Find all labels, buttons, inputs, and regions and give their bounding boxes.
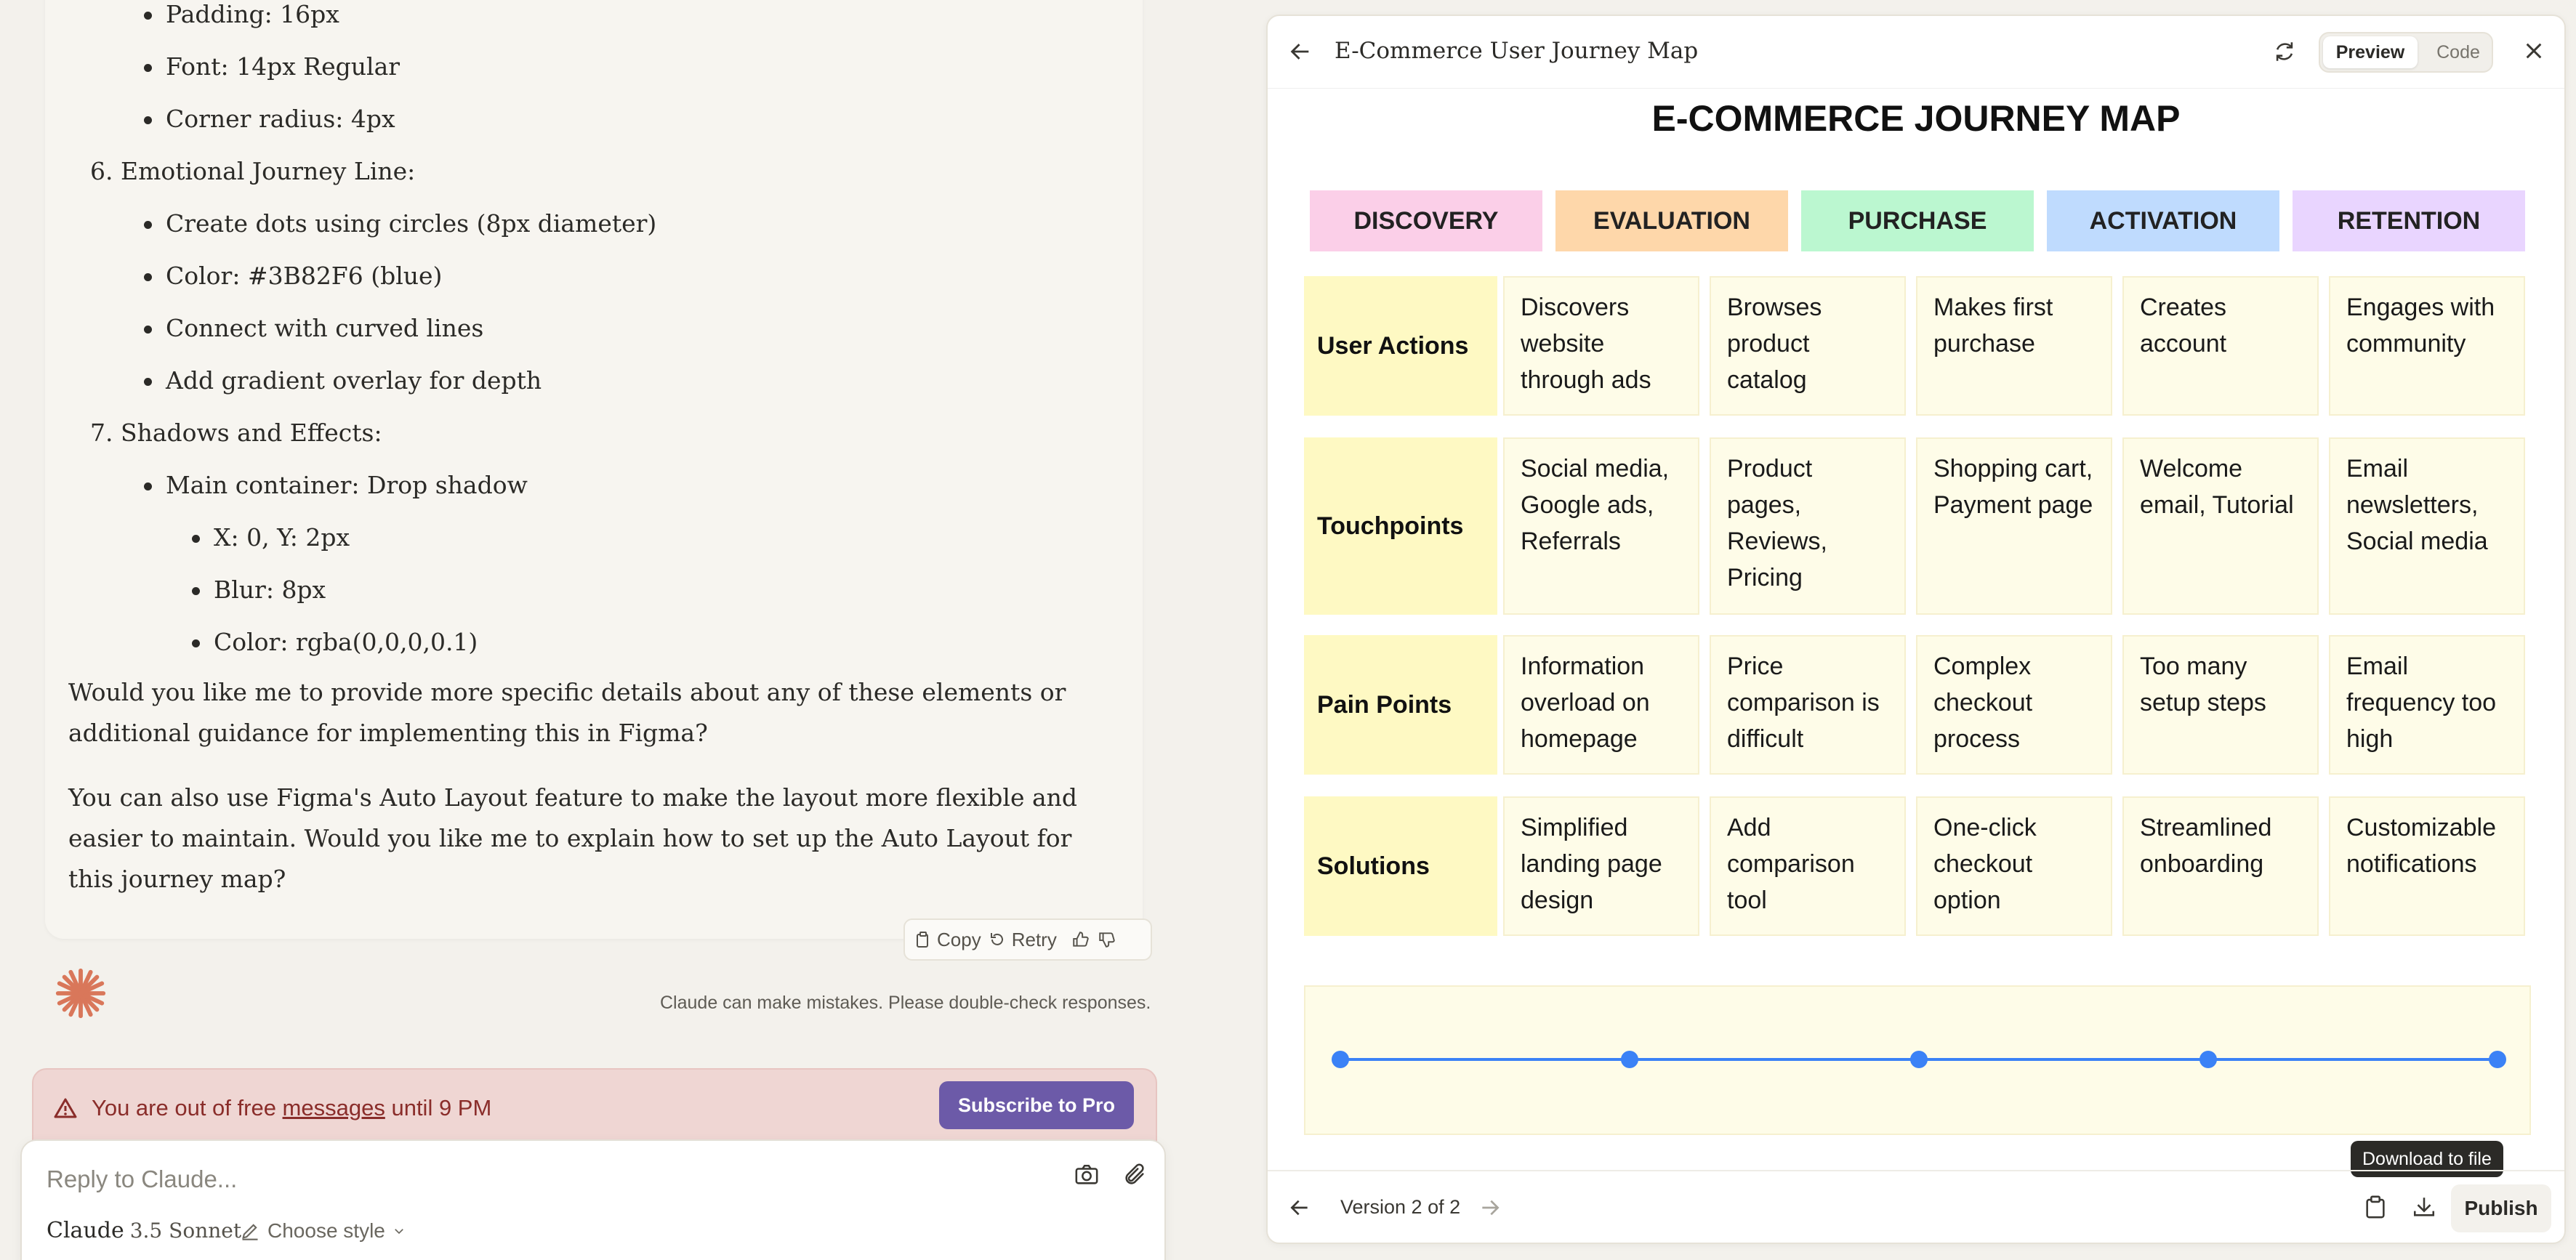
journey-cell: Creates account xyxy=(2122,276,2319,416)
composer: Reply to Claude... Claude 3.5 Sonnet Choo… xyxy=(20,1139,1166,1260)
previous-version-icon[interactable] xyxy=(1288,1196,1311,1219)
list-item: Connect with curved lines xyxy=(143,314,484,342)
row-label: User Actions xyxy=(1304,276,1497,416)
thumbs-up-icon[interactable] xyxy=(1071,930,1090,949)
journey-dot xyxy=(2489,1051,2506,1068)
journey-cell: Email frequency too high xyxy=(2329,635,2525,775)
journey-cell: Customizable notifications xyxy=(2329,796,2525,936)
camera-icon[interactable] xyxy=(1074,1163,1099,1187)
clipboard-icon[interactable] xyxy=(2364,1195,2387,1219)
retry-label: Retry xyxy=(1011,928,1057,950)
list-item: Padding: 16px xyxy=(144,0,339,28)
list-heading: 7. Shadows and Effects: xyxy=(90,419,382,447)
stage-retention: RETENTION xyxy=(2293,190,2525,251)
close-icon[interactable] xyxy=(2522,39,2545,62)
list-heading: 6. Emotional Journey Line: xyxy=(90,157,416,185)
journey-cell: Information overload on homepage xyxy=(1503,635,1699,775)
message-paragraph: You can also use Figma's Auto Layout fea… xyxy=(68,783,1078,893)
next-version-icon[interactable] xyxy=(1478,1196,1502,1219)
refresh-icon[interactable] xyxy=(2272,39,2297,64)
journey-cell: Engages with community xyxy=(2329,276,2525,416)
journey-cell: Simplified landing page design xyxy=(1503,796,1699,936)
publish-button[interactable]: Publish xyxy=(2451,1184,2551,1232)
assistant-message: Padding: 16px Font: 14px Regular Corner ra… xyxy=(45,0,1143,939)
list-item: Add gradient overlay for depth xyxy=(143,366,542,395)
artifact-panel: E-Commerce User Journey Map Preview Code… xyxy=(1266,15,2566,1244)
journey-cell: Add comparison tool xyxy=(1710,796,1906,936)
journey-cell: Price comparison is difficult xyxy=(1710,635,1906,775)
journey-line-chart xyxy=(1332,1051,2506,1068)
journey-map-title: E-COMMERCE JOURNEY MAP xyxy=(1651,98,2181,139)
subscribe-button[interactable]: Subscribe to Pro xyxy=(938,1081,1134,1129)
emotional-journey-line xyxy=(1304,985,2531,1135)
journey-cell: Streamlined onboarding xyxy=(2122,796,2319,936)
journey-cell: Email newsletters, Social media xyxy=(2329,437,2525,615)
message-actions: Copy Retry xyxy=(903,918,1152,961)
tab-code[interactable]: Code xyxy=(2436,41,2480,62)
model-selector[interactable]: Claude 3.5 Sonnet xyxy=(47,1218,242,1243)
journey-cell: Browses product catalog xyxy=(1710,276,1906,416)
journey-dot xyxy=(1332,1051,1349,1068)
artifact-header: E-Commerce User Journey Map Preview Code xyxy=(1268,16,2564,89)
retry-icon xyxy=(990,933,1003,945)
list-item: Color: rgba(0,0,0,0.1) xyxy=(191,628,478,656)
stage-activation: ACTIVATION xyxy=(2047,190,2279,251)
journey-cell: Discovers website through ads xyxy=(1503,276,1699,416)
message-paragraph: Would you like me to provide more specif… xyxy=(68,678,1066,747)
tab-preview[interactable]: Preview xyxy=(2323,36,2418,68)
stage-purchase: PURCHASE xyxy=(1801,190,2034,251)
back-arrow-icon[interactable] xyxy=(1288,39,1313,64)
claude-logo-icon xyxy=(55,968,106,1019)
journey-cell: Complex checkout process xyxy=(1916,635,2112,775)
thumbs-down-icon[interactable] xyxy=(1098,930,1116,949)
stage-evaluation: EVALUATION xyxy=(1555,190,1788,251)
journey-cell: Shopping cart, Payment page xyxy=(1916,437,2112,615)
copy-button[interactable]: Copy xyxy=(915,929,981,951)
artifact-footer: Version 2 of 2 Publish xyxy=(1268,1170,2564,1243)
chat-area: Padding: 16px Font: 14px Regular Corner ra… xyxy=(0,0,1178,1260)
reply-input[interactable]: Reply to Claude... xyxy=(47,1166,238,1192)
retry-button[interactable]: Retry xyxy=(989,929,1057,951)
style-selector[interactable]: Choose style xyxy=(240,1219,406,1243)
view-toggle: Preview Code xyxy=(2319,32,2493,73)
disclaimer: Claude can make mistakes. Please double-… xyxy=(660,993,1151,1013)
journey-dot xyxy=(2199,1051,2217,1068)
journey-cell: One-click checkout option xyxy=(1916,796,2112,936)
pen-icon xyxy=(242,1224,258,1240)
list-item: Font: 14px Regular xyxy=(143,52,401,81)
version-label: Version 2 of 2 xyxy=(1340,1196,1461,1218)
artifact-title: E-Commerce User Journey Map xyxy=(1335,38,1699,64)
download-icon[interactable] xyxy=(2412,1195,2436,1219)
journey-cell: Makes first purchase xyxy=(1916,276,2112,416)
row-label: Touchpoints xyxy=(1304,437,1497,615)
banner-text: You are out of free messages until 9 PM xyxy=(92,1095,492,1120)
list-item: Blur: 8px xyxy=(191,576,326,604)
journey-cell: Product pages, Reviews, Pricing xyxy=(1710,437,1906,615)
paperclip-icon[interactable] xyxy=(1122,1163,1147,1187)
journey-cell: Social media, Google ads, Referrals xyxy=(1503,437,1699,615)
stage-discovery: DISCOVERY xyxy=(1310,190,1542,251)
usage-limit-banner: You are out of free messages until 9 PM … xyxy=(32,1068,1157,1148)
list-item: Create dots using circles (8px diameter) xyxy=(143,209,657,238)
journey-cell: Too many setup steps xyxy=(2122,635,2319,775)
list-item: Color: #3B82F6 (blue) xyxy=(143,262,443,290)
row-label: Solutions xyxy=(1304,796,1497,936)
journey-cell: Welcome email, Tutorial xyxy=(2122,437,2319,615)
list-item: X: 0, Y: 2px xyxy=(191,523,350,552)
warning-icon xyxy=(54,1098,77,1118)
journey-dot xyxy=(1910,1051,1928,1068)
journey-dot xyxy=(1621,1051,1638,1068)
copy-icon xyxy=(917,932,928,948)
row-label: Pain Points xyxy=(1304,635,1497,775)
list-item: Corner radius: 4px xyxy=(144,105,395,133)
list-item: Main container: Drop shadow xyxy=(144,471,528,499)
chevron-down-icon xyxy=(395,1229,403,1235)
messages-link[interactable]: messages xyxy=(282,1095,385,1120)
copy-label: Copy xyxy=(937,928,981,950)
